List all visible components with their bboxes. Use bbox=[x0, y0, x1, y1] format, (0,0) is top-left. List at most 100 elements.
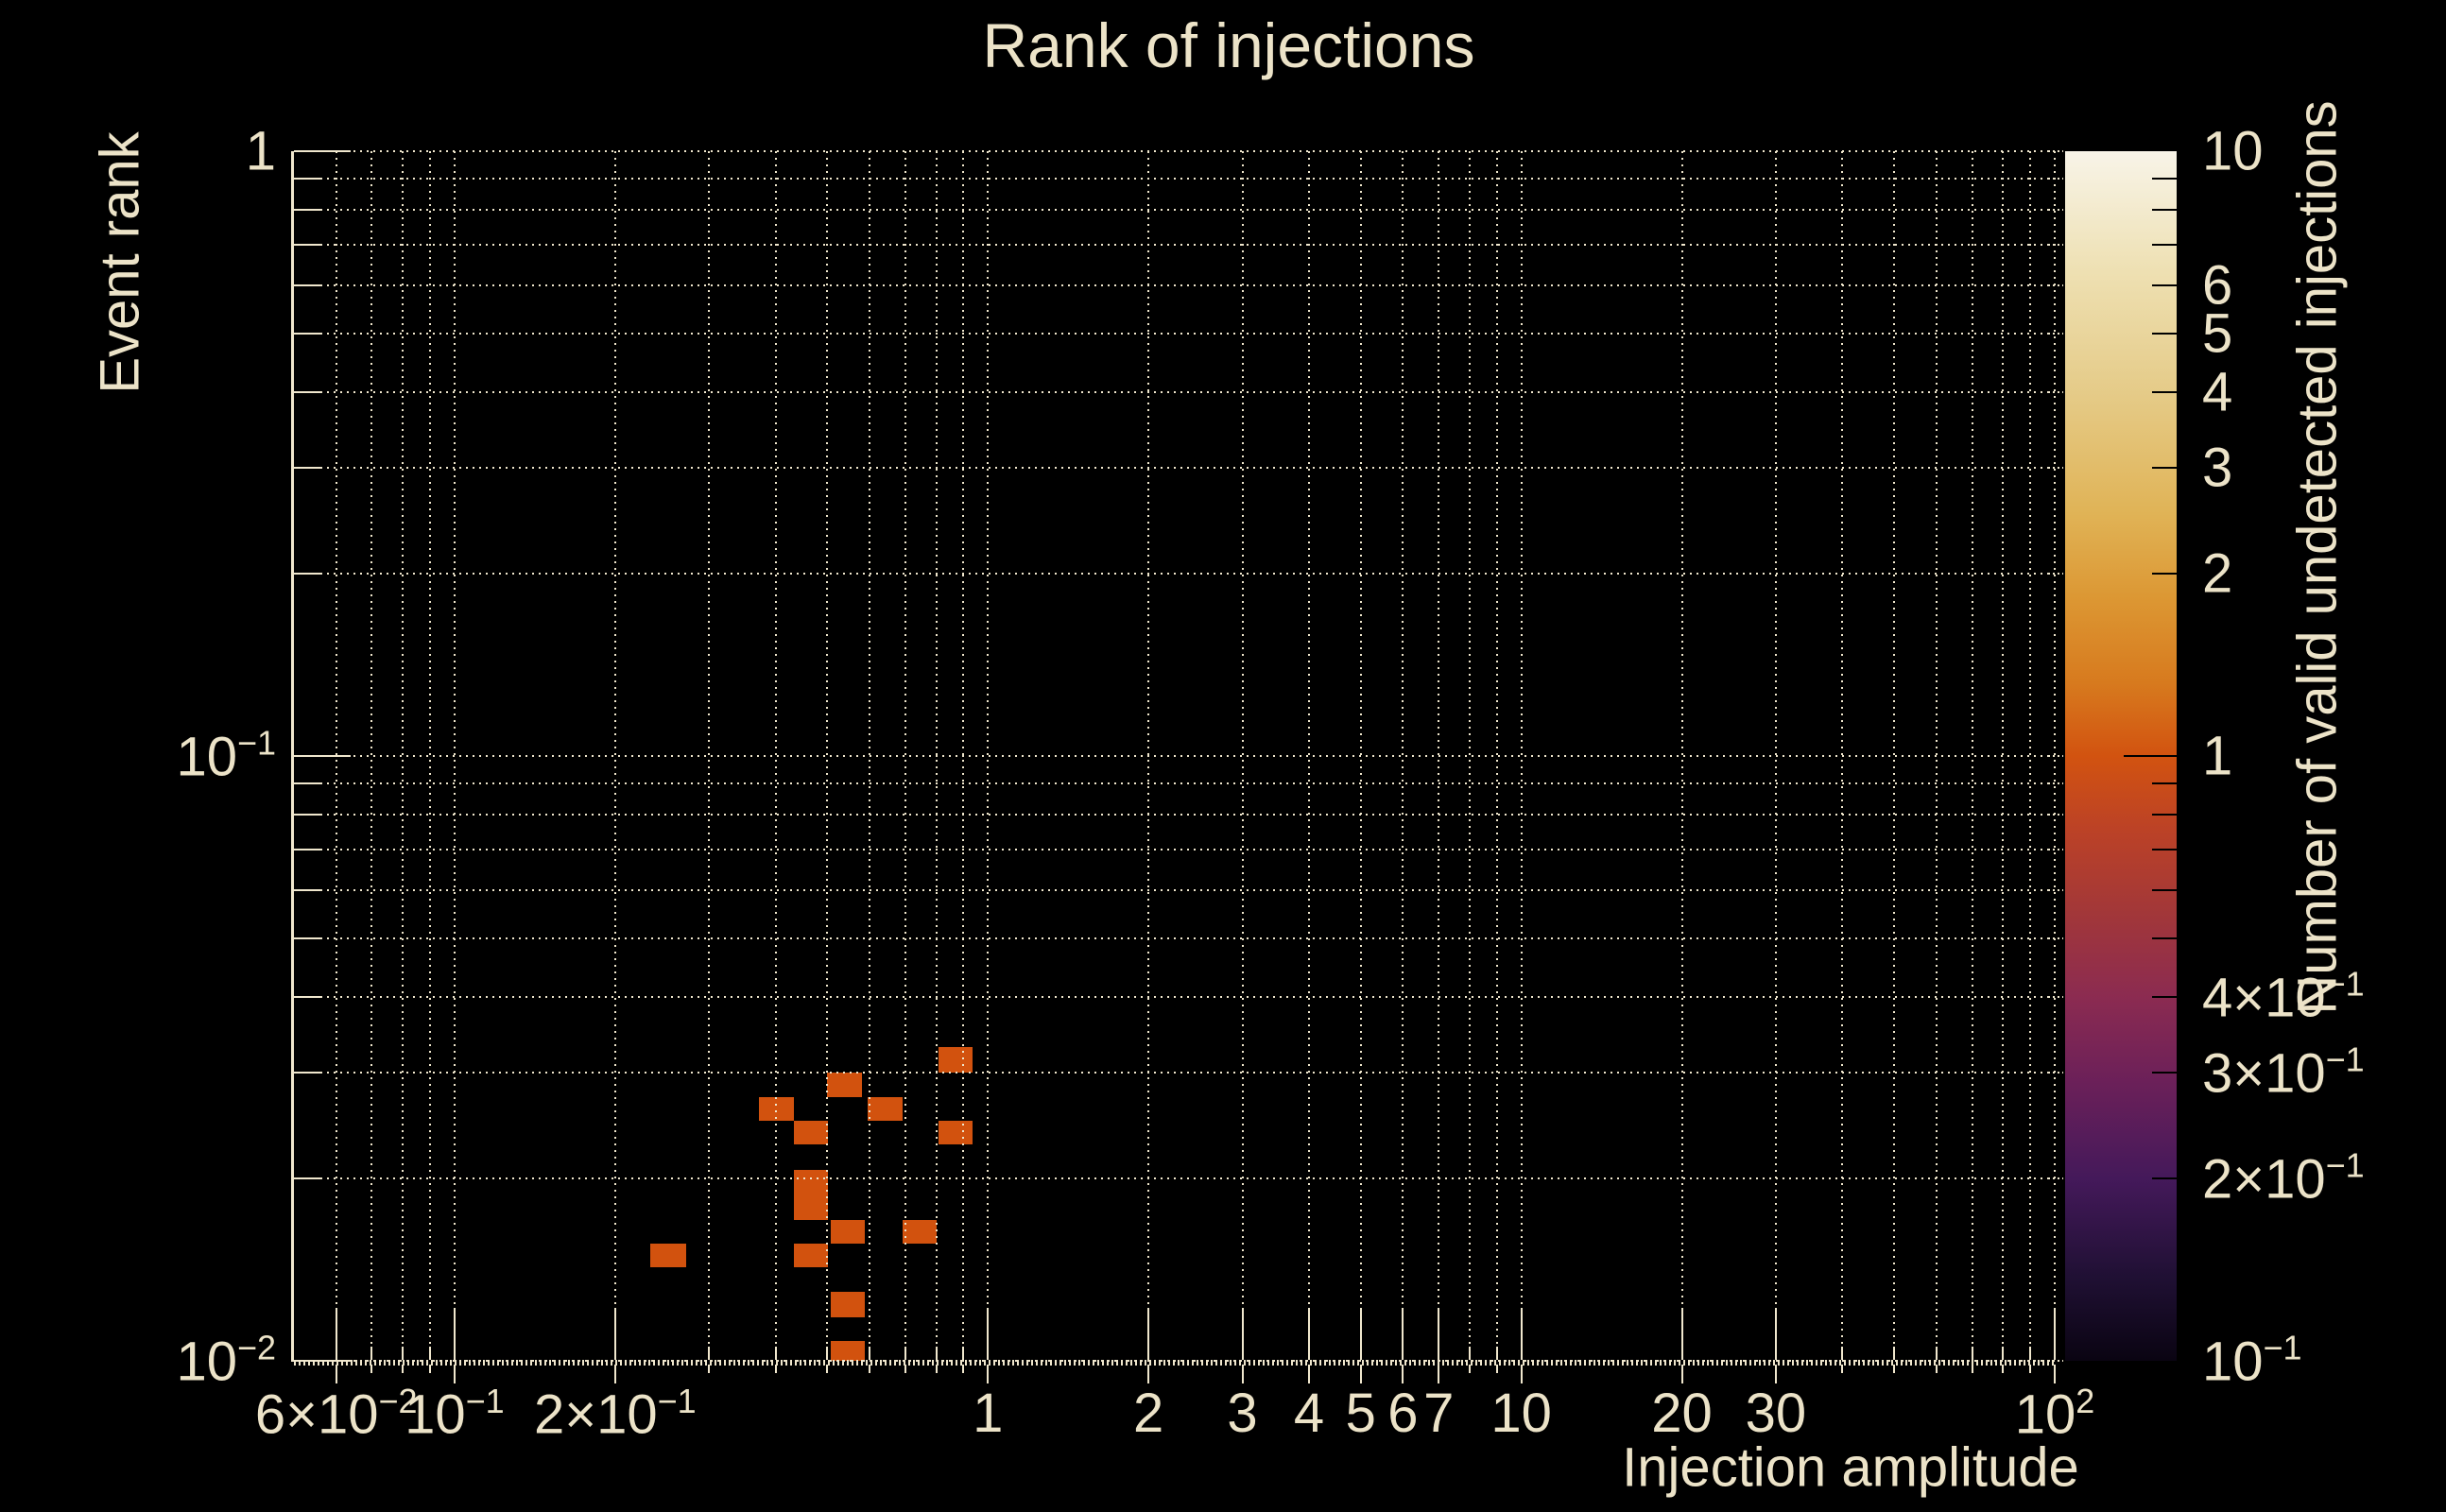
x-tick bbox=[935, 1365, 938, 1373]
x-tick bbox=[904, 1347, 906, 1360]
y-gridline bbox=[294, 995, 2055, 998]
heatmap-cell bbox=[831, 1340, 866, 1361]
x-tick bbox=[613, 1308, 616, 1360]
x-tick-label: 10−1 bbox=[405, 1382, 505, 1446]
y-tick-label: 1 bbox=[245, 120, 276, 182]
x-tick bbox=[1147, 1308, 1150, 1360]
heatmap-cell bbox=[868, 1096, 904, 1122]
colorbar-tick bbox=[2152, 936, 2177, 939]
x-tick bbox=[935, 1347, 938, 1360]
y-tick-label: 10−2 bbox=[176, 1328, 276, 1393]
x-tick bbox=[2054, 1308, 2056, 1360]
x-tick bbox=[826, 1347, 829, 1360]
x-tick bbox=[1680, 1308, 1683, 1360]
colorbar-tick bbox=[2048, 995, 2063, 998]
y-gridline bbox=[294, 178, 2055, 180]
y-gridline bbox=[294, 1177, 2055, 1180]
x-tick-label: 102 bbox=[2014, 1382, 2095, 1446]
y-tick bbox=[294, 209, 322, 212]
x-tick bbox=[987, 1365, 990, 1383]
plot-area bbox=[294, 150, 2056, 1362]
colorbar-tick bbox=[2048, 1177, 2063, 1180]
colorbar-tick bbox=[2048, 573, 2063, 576]
x-tick bbox=[1468, 1365, 1471, 1373]
colorbar-tick-label: 2 bbox=[2202, 542, 2233, 605]
y-gridline bbox=[294, 814, 2055, 816]
x-tick bbox=[774, 1347, 777, 1360]
y-tick bbox=[294, 466, 322, 469]
x-tick bbox=[1359, 1308, 1362, 1360]
colorbar-tick bbox=[2048, 209, 2063, 212]
colorbar-tick-label: 3×10−1 bbox=[2202, 1040, 2365, 1104]
exponent: 2 bbox=[2076, 1382, 2095, 1420]
colorbar-tick bbox=[2048, 1360, 2063, 1362]
colorbar-tick-label: 3 bbox=[2202, 437, 2233, 499]
colorbar-tick-label: 10−1 bbox=[2202, 1328, 2302, 1393]
x-tick bbox=[1893, 1365, 1896, 1373]
x-tick-label: 6 bbox=[1387, 1383, 1419, 1444]
x-tick bbox=[1841, 1365, 1844, 1373]
colorbar-tick bbox=[2048, 178, 2063, 180]
y-gridline bbox=[294, 573, 2055, 576]
heatmap-cell bbox=[826, 1072, 863, 1097]
x-tick-label: 1 bbox=[973, 1383, 1004, 1444]
colorbar-tick bbox=[2152, 573, 2177, 576]
y-tick bbox=[294, 1071, 322, 1074]
y-gridline bbox=[294, 849, 2055, 851]
heatmap-cell bbox=[939, 1047, 973, 1073]
x-tick bbox=[1971, 1347, 1973, 1360]
x-tick bbox=[987, 1308, 990, 1360]
x-tick bbox=[1241, 1365, 1244, 1383]
y-tick bbox=[294, 332, 322, 335]
y-gridline bbox=[294, 209, 2055, 212]
heatmap-cell bbox=[831, 1292, 866, 1317]
y-gridline bbox=[294, 888, 2055, 891]
x-tick bbox=[1495, 1365, 1498, 1373]
exponent: −1 bbox=[465, 1382, 505, 1420]
y-tick bbox=[294, 755, 351, 757]
y-tick bbox=[294, 782, 322, 785]
y-axis-line bbox=[291, 151, 294, 1362]
heatmap-cell bbox=[650, 1244, 687, 1267]
x-tick bbox=[1841, 1347, 1844, 1360]
x-tick bbox=[1308, 1365, 1311, 1383]
exponent: −1 bbox=[2325, 1040, 2365, 1079]
x-tick bbox=[962, 1347, 965, 1360]
colorbar-tick bbox=[2048, 1071, 2063, 1074]
x-tick bbox=[1935, 1365, 1938, 1373]
x-tick bbox=[962, 1365, 965, 1373]
heatmap-cell bbox=[831, 1219, 866, 1245]
x-tick bbox=[1774, 1365, 1777, 1383]
y-tick bbox=[294, 178, 322, 180]
colorbar-tick bbox=[2048, 814, 2063, 816]
colorbar-tick bbox=[2048, 849, 2063, 851]
x-tick bbox=[429, 1365, 432, 1373]
colorbar-tick-label: 4×10−1 bbox=[2202, 964, 2365, 1028]
x-tick-label: 20 bbox=[1651, 1383, 1713, 1444]
colorbar-tick-label: 2×10−1 bbox=[2202, 1146, 2365, 1211]
exponent: −1 bbox=[237, 723, 276, 763]
x-tick bbox=[1402, 1308, 1404, 1360]
x-tick bbox=[370, 1347, 373, 1360]
colorbar-tick-label: 10 bbox=[2202, 120, 2264, 182]
colorbar-tick bbox=[2152, 466, 2177, 469]
x-tick bbox=[2029, 1347, 2032, 1360]
x-tick bbox=[1468, 1347, 1471, 1360]
colorbar-tick bbox=[2048, 284, 2063, 286]
x-tick bbox=[708, 1347, 711, 1360]
exponent: −2 bbox=[237, 1328, 276, 1367]
y-gridline bbox=[294, 1071, 2055, 1074]
x-tick-label: 6×10−2 bbox=[254, 1382, 418, 1446]
x-tick-label: 2×10−1 bbox=[533, 1382, 697, 1446]
x-tick bbox=[402, 1347, 405, 1360]
x-tick bbox=[1495, 1347, 1498, 1360]
x-tick bbox=[904, 1365, 906, 1373]
colorbar-tick bbox=[2152, 782, 2177, 785]
y-tick bbox=[294, 284, 322, 286]
heatmap-cell bbox=[903, 1219, 938, 1245]
colorbar-tick-label: 4 bbox=[2202, 361, 2233, 423]
y-tick bbox=[294, 849, 322, 851]
x-tick bbox=[453, 1308, 456, 1360]
exponent: −2 bbox=[378, 1382, 418, 1420]
